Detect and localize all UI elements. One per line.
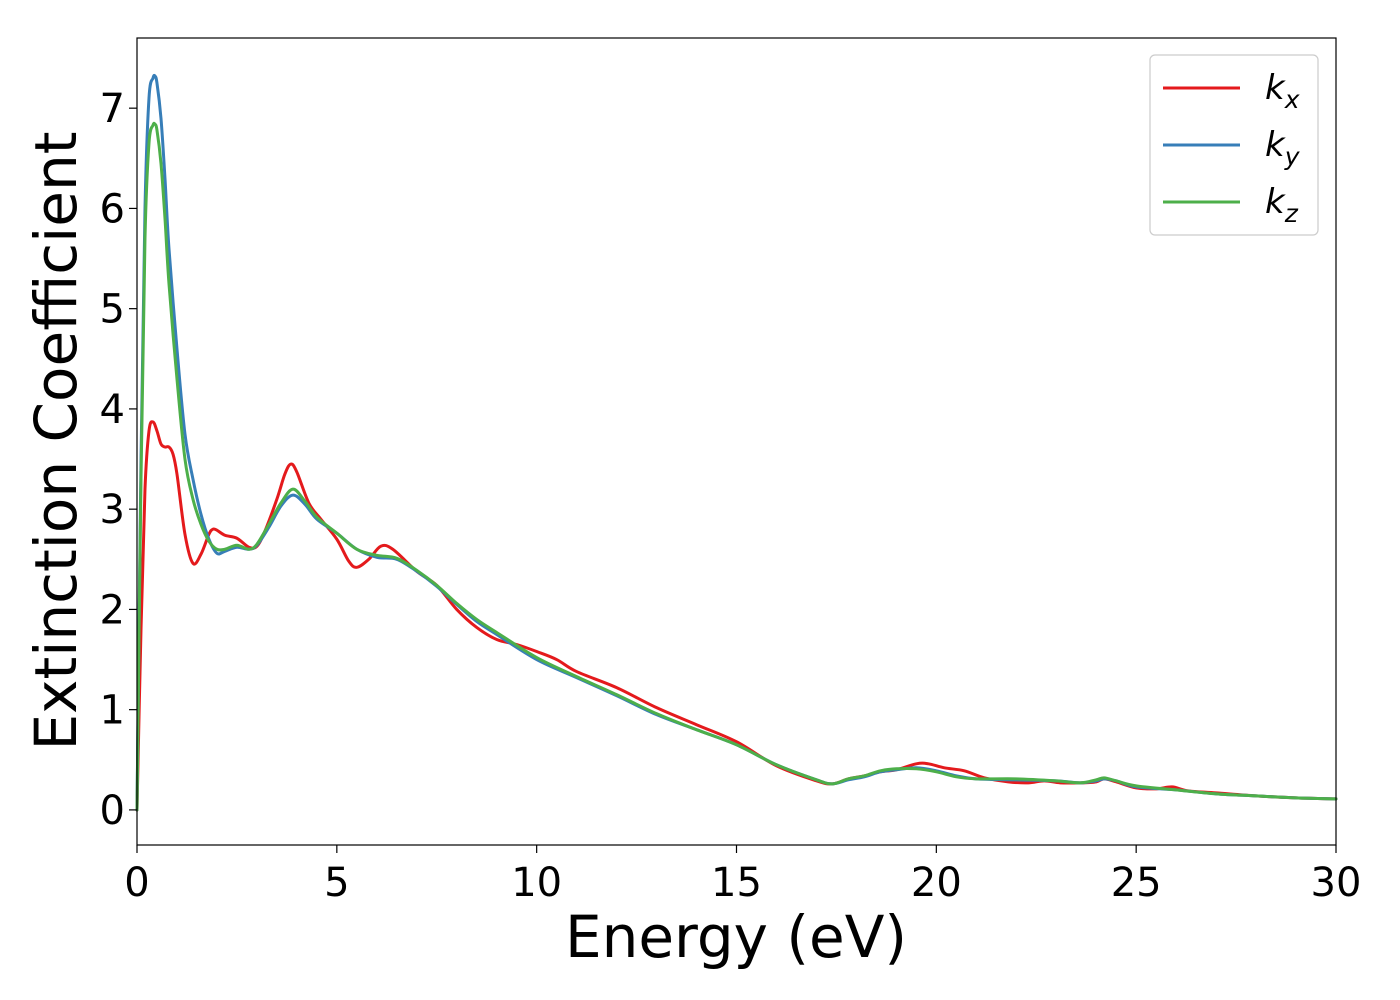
x-axis-title: Energy (eV) [565, 903, 907, 971]
legend-label-ky: ky [1265, 125, 1301, 171]
legend-label-kz: kz [1265, 182, 1299, 228]
y-tick-label: 5 [100, 287, 125, 333]
x-tick-label: 10 [511, 860, 562, 906]
x-tick-label: 0 [124, 860, 149, 906]
y-axis: 0 1 2 3 4 5 6 7 [100, 86, 137, 834]
legend-label-kx: kx [1265, 68, 1300, 114]
y-axis-title: Extinction Coefficient [22, 132, 90, 751]
y-tick-label: 0 [100, 788, 125, 834]
legend: kx ky kz [1149, 54, 1319, 236]
y-tick-label: 3 [100, 487, 125, 533]
x-axis: 0 5 10 15 20 25 30 [124, 845, 1361, 906]
x-tick-label: 5 [324, 860, 349, 906]
x-tick-label: 30 [1311, 860, 1362, 906]
x-tick-label: 15 [711, 860, 762, 906]
series-layer [135, 73, 1338, 812]
x-tick-label: 20 [911, 860, 962, 906]
x-tick-label: 25 [1111, 860, 1162, 906]
y-tick-label: 4 [100, 387, 125, 433]
series-line-kz [135, 121, 1338, 812]
y-tick-label: 2 [100, 587, 125, 633]
y-tick-label: 7 [100, 86, 125, 132]
plot-area [137, 38, 1336, 845]
y-tick-label: 6 [100, 186, 125, 232]
y-tick-label: 1 [100, 688, 125, 734]
